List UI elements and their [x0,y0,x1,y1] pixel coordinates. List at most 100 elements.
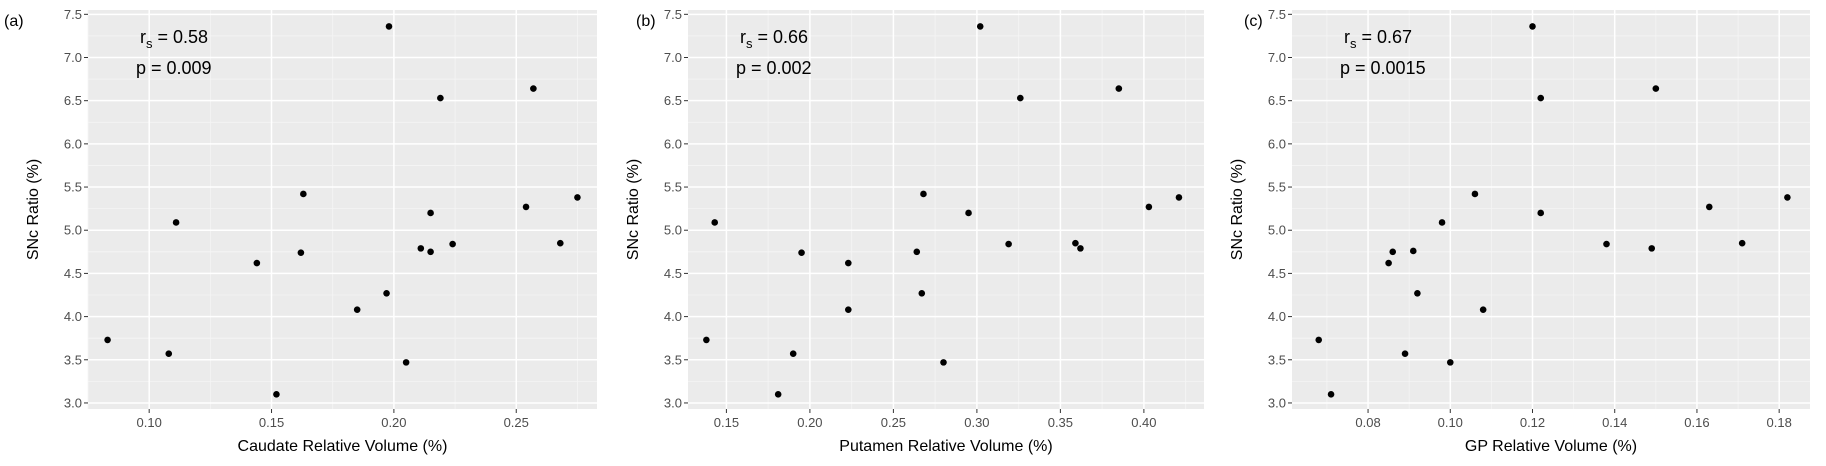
x-tick-label: 0.30 [964,415,989,430]
y-tick-label: 7.0 [1268,50,1286,65]
y-tick-label: 3.5 [664,352,682,367]
rs-annotation: rs = 0.66 [740,27,808,51]
data-point [1446,359,1454,366]
y-tick-label: 7.0 [664,50,682,65]
y-tick-label: 3.5 [1268,352,1286,367]
x-tick-label: 0.12 [1520,415,1545,430]
rs-annotation: rs = 0.58 [140,27,208,51]
plot-background [1292,10,1810,409]
data-point [774,391,782,398]
rs-symbol: r [740,27,746,47]
data-point [297,249,305,256]
data-point [1385,259,1392,267]
data-point [798,249,805,256]
panel-label: (c) [1244,13,1263,30]
p-value-annotation: p = 0.002 [736,58,812,78]
rs-subscript: s [146,36,153,51]
p-value-annotation: p = 0.0015 [1340,58,1426,78]
data-point [845,306,852,313]
data-point [1401,350,1409,358]
data-point [1537,209,1545,217]
rs-subscript: s [1350,36,1357,51]
data-point [104,336,111,344]
y-tick-label: 6.0 [1268,136,1286,151]
data-point [300,190,307,198]
x-tick-label: 0.16 [1684,415,1709,430]
y-axis-label: SNc Ratio (%) [25,159,42,260]
rs-value: = 0.67 [1357,27,1413,47]
panel-label: (a) [4,13,24,30]
y-tick-label: 4.0 [64,309,82,324]
data-point [1115,85,1123,92]
x-tick-label: 0.20 [381,415,406,430]
panel-3: 0.08 0.10 0.12 0.14 0.16 0.18 3.0 3.5 4.0 4.5 5.0 5… [1229,7,1810,455]
y-tick-label: 4.0 [664,309,682,324]
y-tick-label: 5.5 [64,180,82,195]
y-tick-label: 5.5 [664,180,682,195]
x-tick-label: 0.18 [1767,415,1792,430]
data-point [1175,194,1183,201]
data-point [1603,240,1610,248]
y-axis-label: SNc Ratio (%) [1229,159,1246,260]
x-tick-label: 0.20 [797,415,822,430]
y-tick-label: 7.5 [64,7,82,22]
data-point [1537,94,1545,102]
data-point [940,359,947,366]
panel-label: (b) [636,13,656,30]
y-tick-label: 6.0 [664,136,682,151]
x-axis-label: Putamen Relative Volume (%) [839,438,1052,455]
panel-2: 0.15 0.20 0.25 0.30 0.35 0.40 3.0 3.5 4.0 4.5 5.0 5… [625,7,1204,455]
rs-value: = 0.58 [153,27,209,47]
rs-symbol: r [1344,27,1350,47]
data-point [1409,247,1417,255]
y-tick-label: 6.5 [64,93,82,108]
data-point [427,209,434,217]
data-point [1145,203,1153,211]
y-tick-label: 4.5 [64,266,82,281]
y-tick-label: 5.0 [664,223,682,238]
data-point [1479,306,1487,313]
x-tick-label: 0.10 [137,415,162,430]
data-point [918,289,926,297]
data-point [1315,336,1323,344]
data-point [1738,239,1746,247]
x-tick-label: 0.08 [1355,415,1380,430]
data-point [402,359,410,366]
x-tick-label: 0.25 [504,415,529,430]
data-point [449,240,456,248]
x-axis-label: Caudate Relative Volume (%) [238,438,448,455]
x-tick-label: 0.35 [1048,415,1073,430]
x-tick-label: 0.15 [259,415,284,430]
y-tick-label: 3.5 [64,352,82,367]
plot-background [688,10,1204,409]
data-point [437,94,444,102]
x-tick-label: 0.10 [1438,415,1463,430]
data-point [1784,194,1791,201]
y-tick-label: 4.0 [1268,309,1286,324]
data-point [1705,203,1713,211]
data-point [1389,248,1397,256]
data-point [1529,23,1536,30]
p-value-annotation: p = 0.009 [136,58,212,78]
data-point [1077,245,1084,252]
rs-symbol: r [140,27,146,47]
data-point [417,245,425,252]
rs-subscript: s [746,36,753,51]
data-point [789,350,797,358]
y-tick-label: 7.0 [64,50,82,65]
data-point [1471,190,1479,198]
data-point [1648,245,1656,252]
data-point [1072,239,1079,247]
data-point [165,350,173,358]
data-point [965,209,972,217]
x-tick-label: 0.15 [714,415,739,430]
data-point [845,259,852,267]
data-point [1652,85,1660,92]
y-tick-label: 6.0 [64,136,82,151]
y-tick-label: 5.0 [64,223,82,238]
y-tick-label: 3.0 [1268,395,1286,410]
y-tick-label: 4.5 [664,266,682,281]
data-point [353,306,361,313]
y-tick-label: 4.5 [1268,266,1286,281]
data-point [1438,219,1446,226]
